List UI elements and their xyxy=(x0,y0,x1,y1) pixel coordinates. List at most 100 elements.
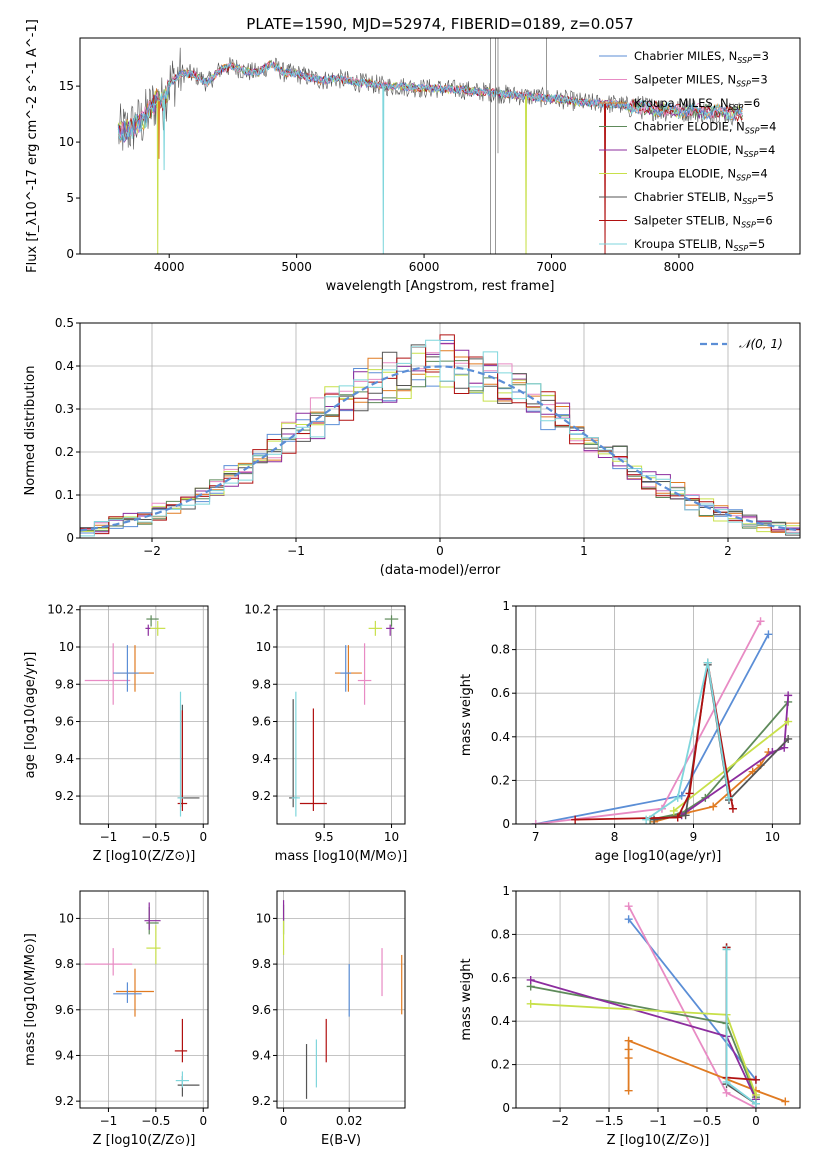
spectrum-ytick-label: 10 xyxy=(59,135,74,149)
legend-label-chabrier_stelib: Chabrier STELIB, NSSP=5 xyxy=(634,190,774,206)
spectrum-xtick-label: 8000 xyxy=(664,260,695,274)
massweight_vs_age-marker-kroupa_stelib xyxy=(725,793,733,802)
residuals-plot-area xyxy=(80,334,800,537)
legend-count: =5 xyxy=(757,190,774,204)
massweight_vs_age-marker-chabrier_stelib xyxy=(650,815,659,824)
legend-subscript: SSP xyxy=(734,244,749,253)
massweight_vs_Z-line-kroupa_elodie xyxy=(530,1002,757,1096)
massweight_vs_Z-marker-kroupa_miles xyxy=(624,1045,633,1054)
mass_vs_ebv-plot-area xyxy=(282,900,403,1099)
age_vs_mass-plot-area xyxy=(289,615,399,817)
residuals-ytick-label: 0.2 xyxy=(55,445,74,459)
massweight_vs_Z-xtick-label: −0.5 xyxy=(692,1114,721,1128)
figure-title: PLATE=1590, MJD=52974, FIBERID=0189, z=0… xyxy=(246,15,633,33)
residuals-xtick-label: −1 xyxy=(287,544,305,558)
legend-label-kroupa_stelib: Kroupa STELIB, NSSP=5 xyxy=(634,237,765,253)
massweight_vs_Z-line-kroupa_miles xyxy=(627,1039,786,1103)
spectrum-ytick-label: 5 xyxy=(66,191,74,205)
massweight_vs_age-xlabel: age [log10(age/yr)] xyxy=(595,849,722,864)
age_vs_mass-ytick-label: 9.4 xyxy=(252,752,271,766)
age_vs_Z-frame xyxy=(79,605,209,825)
legend-label-salpeter_miles: Salpeter MILES, NSSP=3 xyxy=(634,73,768,89)
massweight_vs_age-line-kroupa_stelib xyxy=(645,662,730,821)
massweight_vs_Z-ytick-label: 0.4 xyxy=(491,1014,510,1028)
massweight_vs_Z-marker-chabrier_miles xyxy=(624,915,633,924)
age_vs_Z-xtick-label: −0.5 xyxy=(141,830,170,844)
legend-label-chabrier_miles: Chabrier MILES, NSSP=3 xyxy=(634,49,769,65)
legend-count: =6 xyxy=(756,214,773,228)
spectrum-line-kroupa_stelib xyxy=(117,62,744,142)
age_vs_mass-xlabel: mass [log10(M/M⊙)] xyxy=(275,849,408,864)
spectrum-dip-kroupa_miles xyxy=(157,101,161,159)
legend-subscript: SSP xyxy=(737,56,752,65)
spectrum-ytick-label: 15 xyxy=(59,79,74,93)
massweight_vs_Z-ytick-label: 1 xyxy=(502,884,510,898)
massweight_vs_Z-xlabel: Z [log10(Z/Z⊙)] xyxy=(607,1133,710,1148)
legend-count: =4 xyxy=(751,167,768,181)
age_vs_Z-panel: −1 −0.5 0 9.2 9.4 9.6 9.8 10 10.2 Z [log10(Z/Z⊙)]… xyxy=(23,603,209,864)
mass_vs_Z-plot-area xyxy=(84,902,200,1097)
massweight_vs_age-marker-salpeter_miles xyxy=(531,820,540,824)
legend-subscript: SSP xyxy=(729,103,744,112)
legend-label-salpeter_stelib: Salpeter STELIB, NSSP=6 xyxy=(634,214,773,230)
mass_vs_Z-ytick-label: 10 xyxy=(59,911,74,925)
residuals-ytick-label: 0.1 xyxy=(55,488,74,502)
massweight_vs_age-line-chabrier_elodie xyxy=(649,701,789,821)
spectrum-plot-area xyxy=(117,38,744,254)
age_vs_Z-ylabel: age [log10(age/yr)] xyxy=(23,652,38,779)
mass_vs_Z-ytick-label: 9.8 xyxy=(55,957,74,971)
massweight_vs_Z-ytick-label: 0.6 xyxy=(491,971,510,985)
massweight_vs_Z-plot-area xyxy=(526,902,790,1108)
massweight_vs_Z-line-chabrier_elodie xyxy=(530,985,757,1098)
massweight_vs_Z-marker-salpeter_elodie xyxy=(526,975,535,984)
residuals-xtick-label: 2 xyxy=(724,544,732,558)
mass_vs_Z-frame xyxy=(79,890,209,1109)
residuals-ylabel: Normed distribution xyxy=(23,366,38,496)
massweight_vs_age-marker-kroupa_stelib xyxy=(703,658,712,667)
residuals-panel: −2 −1 0 1 2 0 0.1 0.2 0.3 0.4 0.5 (data-model)/erro… xyxy=(23,316,801,578)
massweight_vs_age-panel: 7 8 9 10 0 0.2 0.4 0.6 0.8 1 age [log10(age/yr)] ma… xyxy=(459,599,801,864)
age_vs_mass-ytick-label: 10 xyxy=(256,640,271,654)
massweight_vs_age-ytick-label: 0.6 xyxy=(491,686,510,700)
legend-subscript: SSP xyxy=(741,221,756,230)
spectrum-dip-kroupa_elodie xyxy=(156,100,159,254)
spectrum-line-chabrier_miles xyxy=(117,62,744,143)
age_vs_mass-panel: 9.5 10 9.2 9.4 9.6 9.8 10 10.2 mass [log10(M/M⊙)… xyxy=(244,603,407,864)
residuals-xtick-label: 1 xyxy=(580,544,588,558)
massweight_vs_Z-ylabel: mass weight xyxy=(459,958,474,1040)
residual-hist-kroupa_stelib xyxy=(80,339,800,537)
age_vs_Z-ytick-label: 10.2 xyxy=(47,603,74,617)
massweight_vs_age-marker-kroupa_elodie xyxy=(669,806,678,815)
mass_vs_Z-ytick-label: 9.6 xyxy=(55,1003,74,1017)
massweight_vs_age-marker-chabrier_stelib xyxy=(784,734,793,743)
massweight_vs_age-xtick-label: 8 xyxy=(611,830,619,844)
spectrum-panel: 4000 5000 6000 7000 8000 0 5 10 15 wavelength [An… xyxy=(25,19,801,294)
mass_vs_Z-xtick-label: −0.5 xyxy=(141,1114,170,1128)
massweight_vs_Z-marker-kroupa_miles xyxy=(624,1036,633,1045)
massweight_vs_age-marker-kroupa_stelib xyxy=(642,815,651,824)
massweight_vs_Z-marker-kroupa_stelib xyxy=(722,945,731,954)
spectrum-xtick-label: 4000 xyxy=(154,260,185,274)
massweight_vs_Z-xtick-label: −2 xyxy=(551,1114,569,1128)
age_vs_Z-ytick-label: 10 xyxy=(59,640,74,654)
spectrum-xtick-label: 5000 xyxy=(281,260,312,274)
legend-count: =3 xyxy=(752,49,769,63)
massweight_vs_Z-marker-kroupa_miles xyxy=(624,1054,633,1063)
mass_vs_ebv-ytick-label: 9.2 xyxy=(252,1094,271,1108)
age_vs_Z-xlabel: Z [log10(Z/Z⊙)] xyxy=(93,849,196,864)
massweight_vs_age-line-kroupa_elodie xyxy=(673,720,789,812)
spectrum-xtick-label: 6000 xyxy=(409,260,440,274)
spectrum-dip-salpeter_stelib xyxy=(604,104,607,254)
legend-count: =4 xyxy=(758,143,775,157)
age_vs_Z-xtick-label: −1 xyxy=(100,830,118,844)
normal-legend-label: 𝒩(0, 1) xyxy=(739,337,783,351)
residuals-xlabel: (data-model)/error xyxy=(380,563,501,578)
mass_vs_ebv-xtick-label: 0 xyxy=(280,1114,288,1128)
massweight_vs_age-marker-salpeter_stelib xyxy=(673,813,682,822)
mass_vs_ebv-panel: 0 0.02 9.2 9.4 9.6 9.8 10 E(B-V) xyxy=(252,890,406,1148)
legend-count: =3 xyxy=(751,73,768,87)
massweight_vs_age-ytick-label: 0.8 xyxy=(491,643,510,657)
mass_vs_Z-ylabel: mass [log10(M/M⊙)] xyxy=(23,933,38,1066)
spectrum-frame xyxy=(79,37,801,255)
